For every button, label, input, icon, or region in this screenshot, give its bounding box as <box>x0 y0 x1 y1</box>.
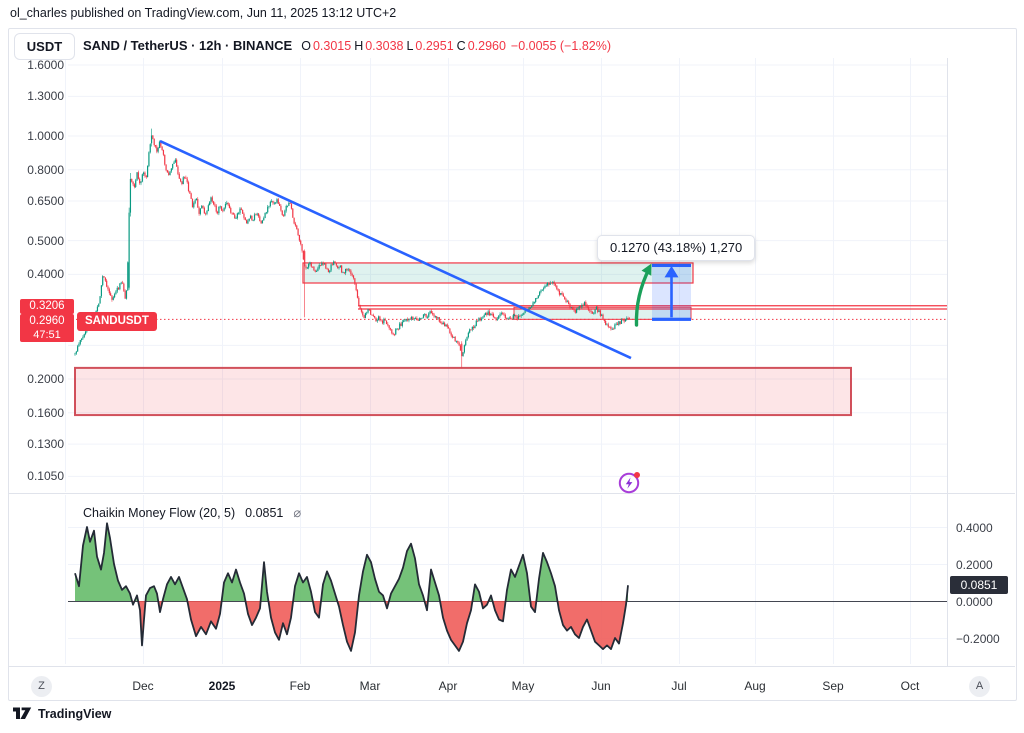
price-axis-label: 0.2000 <box>27 372 64 387</box>
symbol-price-line-badge: SANDUSDT <box>77 312 157 331</box>
time-axis-label: Jun <box>591 679 611 693</box>
price-axis-label: 0.4000 <box>27 267 64 282</box>
ohlc-open-label: O <box>301 38 311 53</box>
price-axis-label: 0.1600 <box>27 405 64 420</box>
time-axis-label: Sep <box>822 679 844 693</box>
time-axis-label: Mar <box>359 679 381 693</box>
last-price-badge: 0.2960 47:51 <box>20 314 74 342</box>
price-axis-label: 0.1300 <box>27 437 64 452</box>
time-axis-label: 2025 <box>208 679 236 693</box>
time-axis-label: May <box>511 679 535 693</box>
notification-dot <box>634 472 640 478</box>
indicator-axis-label: 0.0000 <box>956 594 993 609</box>
price-axis-label: 1.6000 <box>27 58 64 73</box>
ohlc-close-value: 0.2960 <box>467 38 506 53</box>
tradingview-logo[interactable]: TradingView <box>13 706 111 721</box>
lightning-bolt-glyph <box>625 477 633 489</box>
symbol-title: SAND / TetherUS · 12h · BINANCE <box>83 38 293 53</box>
published-header: ol_charles published on TradingView.com,… <box>10 6 397 20</box>
ohlc-low-value: 0.2951 <box>415 38 454 53</box>
ohlc-high-value: 0.3038 <box>365 38 404 53</box>
time-axis-label: Feb <box>289 679 311 693</box>
time-axis-label: Jul <box>671 679 687 693</box>
tradingview-logo-icon <box>13 707 32 719</box>
price-axis-label: 1.3000 <box>27 89 64 104</box>
time-axis-label: Oct <box>900 679 920 693</box>
price-range-tooltip: 0.1270 (43.18%) 1,270 <box>597 235 756 261</box>
time-axis-label: Dec <box>132 679 154 693</box>
empty-set-icon: ⌀ <box>293 505 302 520</box>
price-axis-label: 0.6500 <box>27 194 64 209</box>
time-axis-label: Aug <box>744 679 766 693</box>
quote-currency-button[interactable]: USDT <box>14 33 75 60</box>
indicator-value: 0.0851 <box>245 506 284 520</box>
last-price-value: 0.2960 <box>29 315 65 327</box>
indicator-title[interactable]: Chaikin Money Flow (20, 5) <box>83 506 236 520</box>
price-axis-label: 0.1050 <box>27 469 64 484</box>
indicator-value-badge: 0.0851 <box>950 576 1008 594</box>
boost-lightning-icon[interactable] <box>616 468 644 496</box>
bar-countdown: 47:51 <box>33 329 61 341</box>
timezone-button[interactable]: Z <box>31 676 52 697</box>
price-axis-label: 0.8000 <box>27 162 64 177</box>
ohlc-close-label: C <box>456 38 466 53</box>
ohlc-open-value: 0.3015 <box>312 38 352 53</box>
indicator-axis-label: 0.4000 <box>956 520 993 535</box>
price-axis-label: 1.0000 <box>27 129 64 143</box>
tradingview-logo-text: TradingView <box>38 706 112 721</box>
adjust-button[interactable]: A <box>969 676 990 697</box>
ohlc-low-label: L <box>406 38 414 53</box>
price-axis-label: 0.5000 <box>27 233 64 248</box>
indicator-axis-label: −0.2000 <box>956 631 1000 646</box>
ohlc-change: −0.0055 (−1.82%) <box>510 38 611 53</box>
ohlc-high-label: H <box>354 38 364 53</box>
resistance-price-badge: 0.3206 <box>20 299 74 314</box>
indicator-axis-label: 0.2000 <box>956 557 993 572</box>
time-axis-label: Apr <box>438 679 458 693</box>
